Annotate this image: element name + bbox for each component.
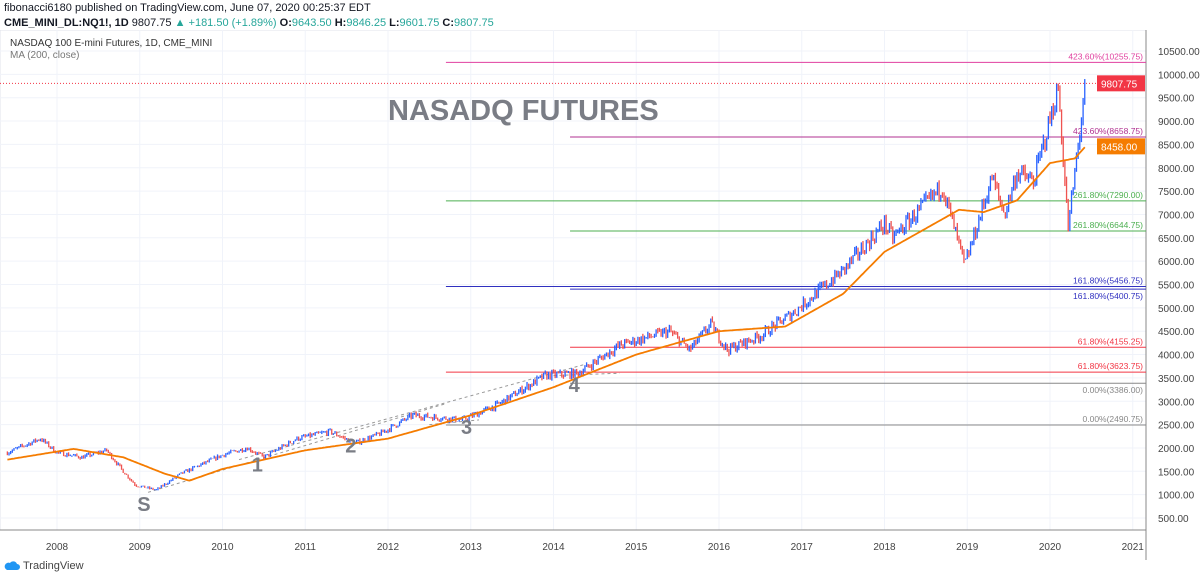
y-tick-label: 7500.00: [1158, 187, 1195, 198]
symbol-line: CME_MINI_DL:NQ1!, 1D 9807.75 ▲ +181.50 (…: [4, 17, 494, 29]
brand-text: TradingView: [23, 560, 84, 572]
fib-level-label: 261.80%(6644.75): [1073, 220, 1143, 230]
open-value: 9643.50: [291, 17, 332, 29]
y-tick-label: 2000.00: [1158, 444, 1195, 455]
fib-level-label: 423.60%(10255.75): [1068, 51, 1143, 61]
y-tick-label: 3000.00: [1158, 397, 1195, 408]
close-value: 9807.75: [453, 17, 494, 29]
wave-label: 3: [461, 417, 472, 439]
y-tick-label: 4000.00: [1158, 351, 1195, 362]
x-tick-label: 2019: [956, 542, 979, 553]
y-tick-label: 1000.00: [1158, 491, 1195, 502]
y-tick-label: 9500.00: [1158, 94, 1195, 105]
x-tick-label: 2020: [1039, 542, 1062, 553]
y-tick-label: 500.00: [1158, 514, 1189, 525]
fib-level-label: 0.00%(2490.75): [1083, 414, 1144, 424]
x-tick-label: 2011: [294, 542, 316, 553]
y-tick-label: 9000.00: [1158, 117, 1195, 128]
y-tick-label: 1500.00: [1158, 467, 1195, 478]
x-tick-label: 2014: [542, 542, 565, 553]
wave-label: 4: [569, 375, 581, 397]
fib-level-label: 423.60%(8658.75): [1073, 126, 1143, 136]
change: ▲ +181.50 (+1.89%): [174, 17, 277, 29]
y-tick-label: 10000.00: [1158, 70, 1200, 81]
fib-level-label: 61.80%(4155.25): [1078, 336, 1143, 346]
y-tick-label: 4500.00: [1158, 327, 1195, 338]
tradingview-logo[interactable]: TradingView: [4, 560, 84, 572]
series-legend: NASDAQ 100 E-mini Futures, 1D, CME_MINI: [10, 38, 213, 49]
y-tick-label: 5500.00: [1158, 281, 1195, 292]
y-tick-label: 2500.00: [1158, 421, 1195, 432]
price-label-text: 8458.00: [1101, 142, 1138, 153]
chart-title: NASADQ FUTURES: [388, 95, 659, 127]
x-tick-label: 2013: [460, 542, 483, 553]
open-label: O:: [279, 17, 292, 29]
price-chart[interactable]: 500.00 1000.00 1500.00 2000.00 2500.00 3000.0…: [0, 30, 1200, 560]
close-label: C:: [442, 17, 454, 29]
x-tick-label: 2018: [873, 542, 896, 553]
publisher-line: fibonacci6180 published on TradingView.c…: [4, 2, 371, 14]
x-tick-label: 2016: [708, 542, 731, 553]
y-tick-label: 3500.00: [1158, 374, 1195, 385]
low-label: L:: [389, 17, 400, 29]
x-tick-label: 2015: [625, 542, 648, 553]
y-tick-label: 5000.00: [1158, 304, 1195, 315]
y-tick-label: 8500.00: [1158, 140, 1195, 151]
fib-level-label: 261.80%(7290.00): [1073, 190, 1143, 200]
trend-line: [147, 403, 447, 493]
symbol: CME_MINI_DL:NQ1!, 1D: [4, 17, 129, 29]
x-tick-label: 2008: [46, 542, 69, 553]
y-tick-label: 6000.00: [1158, 257, 1195, 268]
fib-level-label: 61.80%(3623.75): [1078, 361, 1143, 371]
price-label-box: [1097, 138, 1145, 155]
x-tick-label: 2021: [1122, 542, 1145, 553]
fib-level-label: 0.00%(3386.00): [1083, 385, 1144, 395]
wave-label: 1: [252, 454, 263, 476]
x-tick-label: 2012: [377, 542, 400, 553]
y-tick-label: 8000.00: [1158, 164, 1195, 175]
low-value: 9601.75: [399, 17, 440, 29]
fib-level-label: 161.80%(5400.75): [1073, 291, 1143, 301]
indicator-legend: MA (200, close): [10, 50, 80, 61]
high-label: H:: [334, 17, 347, 29]
wave-label: S: [137, 494, 150, 516]
last-price: 9807.75: [131, 17, 172, 29]
cloud-icon: [4, 561, 20, 570]
ma-200-line: [7, 146, 1086, 482]
x-tick-label: 2009: [129, 542, 152, 553]
y-tick-label: 10500.00: [1158, 47, 1200, 58]
y-tick-label: 7000.00: [1158, 210, 1195, 221]
high-value: 9846.25: [346, 17, 387, 29]
wave-label: 2: [345, 436, 356, 458]
price-label-box: [1097, 75, 1145, 92]
y-tick-label: 6500.00: [1158, 234, 1195, 245]
x-tick-label: 2010: [211, 542, 234, 553]
x-tick-label: 2017: [791, 542, 814, 553]
price-label-text: 9807.75: [1101, 79, 1138, 90]
trend-line: [553, 372, 620, 377]
fib-level-label: 161.80%(5456.75): [1073, 276, 1143, 286]
trend-line: [238, 363, 587, 461]
